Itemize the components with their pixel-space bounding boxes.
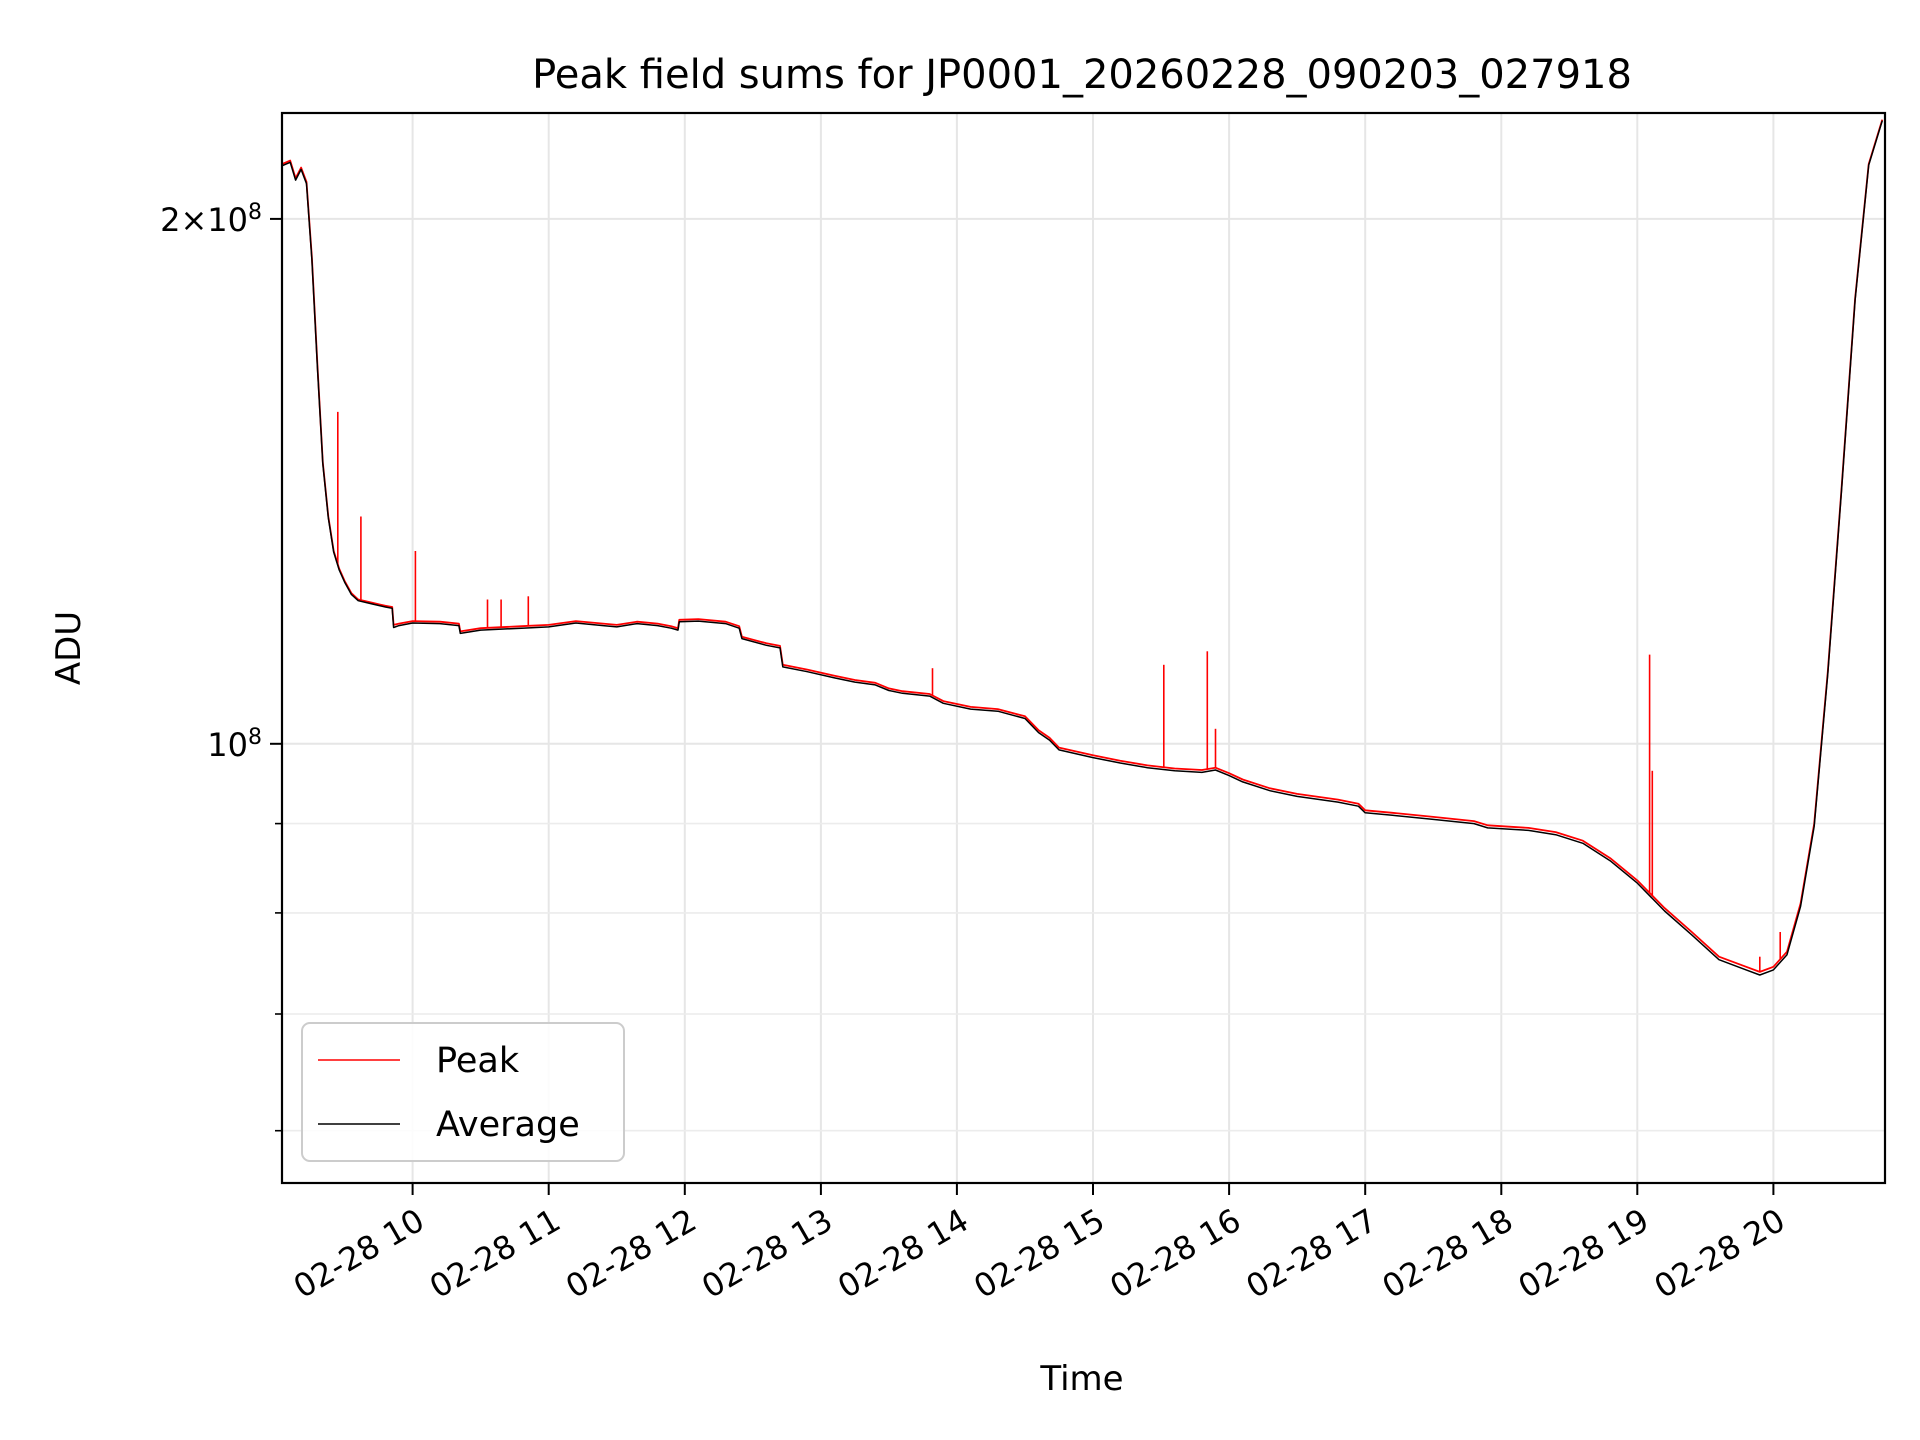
chart-title: Peak field sums for JP0001_20260228_0902… — [532, 52, 1632, 98]
y-axis-label: ADU — [49, 611, 89, 685]
grid-lines — [282, 113, 1885, 1183]
series-line-peak — [282, 119, 1884, 973]
series-line-average — [282, 120, 1884, 976]
legend-box — [301, 1022, 625, 1162]
plot-area — [282, 119, 1884, 976]
axes-frame — [280, 111, 1887, 1185]
legend: Peak Average — [301, 1022, 625, 1162]
y-tick-label: 2×108 — [160, 199, 262, 239]
legend-average-label: Average — [436, 1105, 580, 1145]
x-axis-label: Time — [1039, 1359, 1123, 1399]
legend-peak-label: Peak — [436, 1041, 520, 1081]
